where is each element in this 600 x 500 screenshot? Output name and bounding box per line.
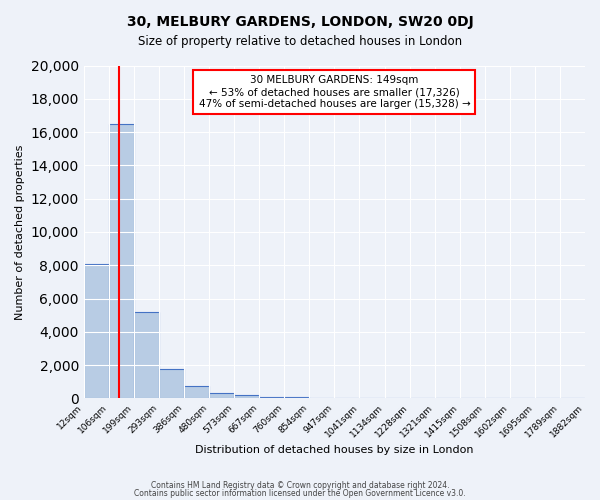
- Text: Contains public sector information licensed under the Open Government Licence v3: Contains public sector information licen…: [134, 488, 466, 498]
- Bar: [109, 124, 134, 398]
- Bar: [234, 395, 259, 398]
- Text: 30 MELBURY GARDENS: 149sqm
← 53% of detached houses are smaller (17,326)
47% of : 30 MELBURY GARDENS: 149sqm ← 53% of deta…: [199, 76, 470, 108]
- Bar: [134, 312, 159, 398]
- Bar: [259, 397, 284, 398]
- Bar: [284, 397, 310, 398]
- Text: Size of property relative to detached houses in London: Size of property relative to detached ho…: [138, 35, 462, 48]
- Bar: [184, 386, 209, 398]
- X-axis label: Distribution of detached houses by size in London: Distribution of detached houses by size …: [195, 445, 473, 455]
- Bar: [159, 370, 184, 398]
- Bar: [209, 394, 234, 398]
- Y-axis label: Number of detached properties: Number of detached properties: [15, 144, 25, 320]
- Text: Contains HM Land Registry data © Crown copyright and database right 2024.: Contains HM Land Registry data © Crown c…: [151, 481, 449, 490]
- Text: 30, MELBURY GARDENS, LONDON, SW20 0DJ: 30, MELBURY GARDENS, LONDON, SW20 0DJ: [127, 15, 473, 29]
- Bar: [84, 264, 109, 398]
